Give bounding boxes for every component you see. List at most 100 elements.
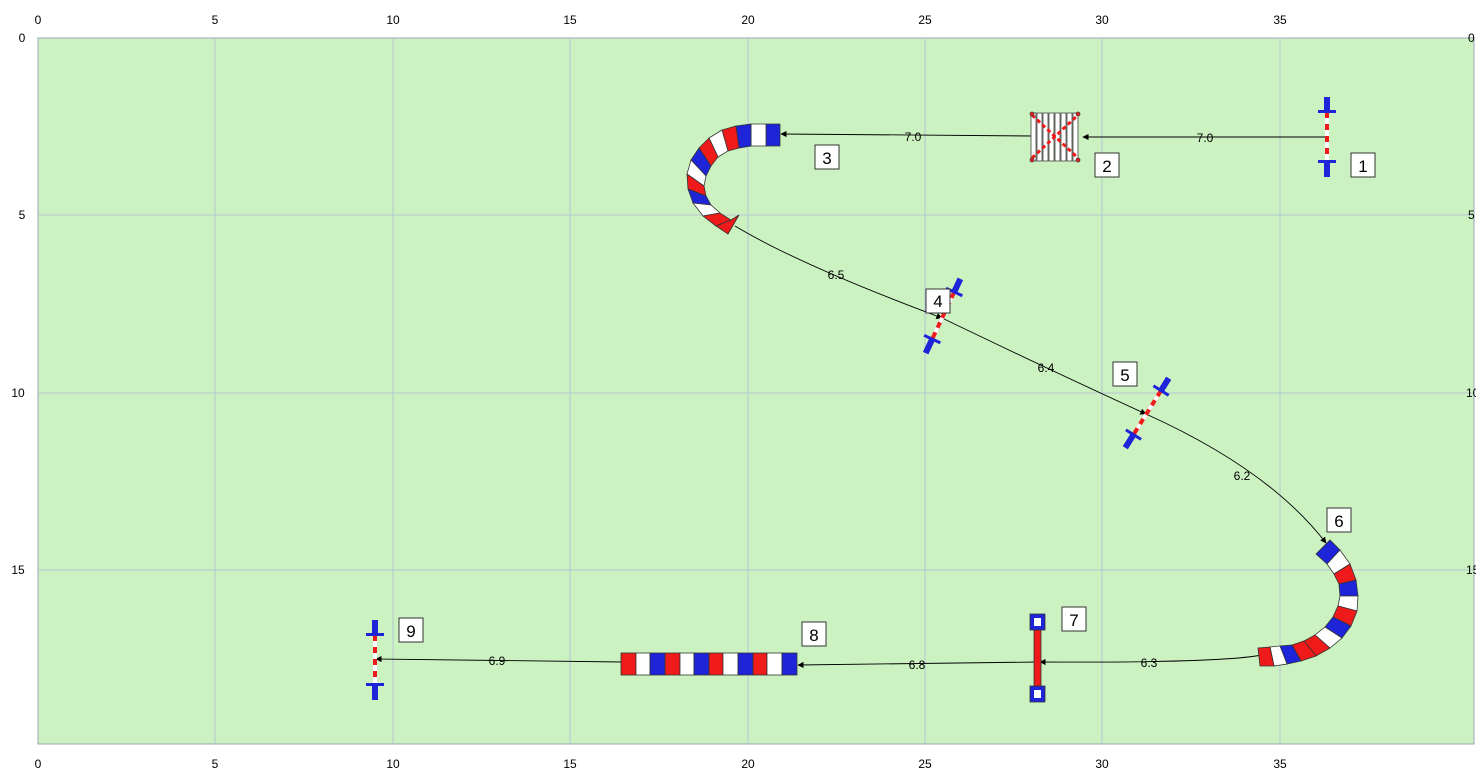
obstacle-5-foot-top <box>1152 384 1170 397</box>
obstacle-5-stand-top <box>1158 376 1172 393</box>
obstacle-1-stand-bottom <box>1324 162 1330 177</box>
obstacle-number-3: 3 <box>814 144 840 170</box>
obstacle-number-9: 9 <box>398 617 424 643</box>
obstacle-2-corner-tl <box>1029 111 1035 117</box>
tick-label-top-20: 20 <box>741 13 755 27</box>
obstacle-2-rail-2 <box>1036 112 1043 162</box>
obstacle-number-6: 6 <box>1326 507 1352 533</box>
obstacle-9-bar-stripe <box>373 653 377 659</box>
distance-labels: 7.0 7.0 6.5 6.4 6.2 6.3 6.8 6.9 <box>489 130 1251 672</box>
obstacle-4-stand-top <box>951 277 964 294</box>
distance-label-4-5: 6.4 <box>1038 361 1055 375</box>
tick-label-right-15: 15 <box>1466 563 1476 577</box>
distance-label-1-2: 7.0 <box>1197 131 1214 145</box>
tick-label-top-25: 25 <box>918 13 932 27</box>
tick-label-right-5: 5 <box>1468 208 1475 222</box>
obstacle-8-block <box>649 652 666 676</box>
obstacle-8-block <box>752 652 768 676</box>
obstacle-7-wing-top-center <box>1034 618 1041 626</box>
tick-label-top-30: 30 <box>1095 13 1109 27</box>
obstacle-3-block <box>765 123 781 147</box>
obstacle-8-block <box>620 652 637 676</box>
tick-label-left-15: 15 <box>11 563 25 577</box>
obstacle-8-block <box>708 652 724 676</box>
tick-label-top-10: 10 <box>386 13 400 27</box>
obstacle-number-7: 7 <box>1061 606 1087 632</box>
obstacle-number-3-box <box>814 144 840 170</box>
tick-label-bottom-10: 10 <box>386 757 400 771</box>
obstacle-9-bar <box>373 635 377 685</box>
obstacle-number-1-text: 1 <box>1358 157 1367 176</box>
distance-label-8-9: 6.9 <box>489 654 506 668</box>
tick-label-bottom-0: 0 <box>35 757 42 771</box>
tick-label-left-0: 0 <box>19 31 26 45</box>
tick-label-right-10: 10 <box>1466 386 1476 400</box>
obstacle-2-corner-tr <box>1075 111 1081 117</box>
obstacle-number-5-box <box>1112 361 1138 387</box>
obstacle-5-stand-bottom <box>1122 433 1136 450</box>
obstacle-9-stand-top <box>372 620 378 635</box>
obstacle-number-labels: 1 2 3 4 5 6 7 8 <box>398 144 1376 647</box>
obstacle-number-1: 1 <box>1350 152 1376 178</box>
tick-label-bottom-20: 20 <box>741 757 755 771</box>
top-axis-labels: 0 5 10 15 20 25 30 35 <box>35 13 1287 27</box>
obstacle-number-5-text: 5 <box>1120 366 1129 385</box>
obstacle-8-block <box>737 652 754 676</box>
obstacle-1-foot-bottom <box>1318 160 1336 163</box>
obstacle-number-7-text: 7 <box>1069 611 1078 630</box>
obstacle-number-4-text: 4 <box>933 292 942 311</box>
obstacle-number-1-box <box>1350 152 1376 178</box>
distance-label-6-7: 6.3 <box>1141 656 1158 670</box>
track-3-to-4 <box>734 225 943 319</box>
obstacle-number-6-box <box>1326 507 1352 533</box>
obstacle-8-block <box>635 652 651 676</box>
tick-label-bottom-30: 30 <box>1095 757 1109 771</box>
tick-label-bottom-35: 35 <box>1273 757 1287 771</box>
obstacle-number-4: 4 <box>925 288 951 314</box>
distance-label-7-8: 6.8 <box>909 658 926 672</box>
obstacle-4-foot-bottom <box>923 333 942 345</box>
obstacle-9-foot-top <box>366 633 384 636</box>
obstacle-2-cross-2 <box>1030 113 1080 160</box>
obstacle-8-block <box>693 652 710 676</box>
obstacle-9-bar-stripe <box>373 665 377 671</box>
track-4-to-5 <box>941 317 1147 415</box>
distance-label-3-4: 6.5 <box>828 268 845 282</box>
obstacle-1-stand-top <box>1324 97 1330 112</box>
obstacle-5-foot-bottom <box>1125 428 1142 441</box>
track-7-to-8 <box>797 661 1039 669</box>
obstacle-number-8-text: 8 <box>809 626 818 645</box>
obstacle-1-bar <box>1325 112 1329 162</box>
obstacle-1-bar-stripe-4 <box>1325 154 1329 160</box>
track-lines <box>375 130 1327 669</box>
obstacle-number-7-box <box>1061 606 1087 632</box>
obstacle-3-curved-wall <box>686 123 781 235</box>
obstacle-2-rail-1 <box>1030 112 1037 162</box>
tick-label-right-0: 0 <box>1468 31 1475 45</box>
obstacle-8-block <box>722 652 739 676</box>
obstacle-6-block <box>1257 646 1275 667</box>
obstacle-2-rail-8 <box>1072 112 1079 162</box>
distance-label-2-3: 7.0 <box>905 130 922 144</box>
obstacle-number-6-text: 6 <box>1334 512 1343 531</box>
obstacle-4-bar-stripe <box>938 316 944 324</box>
obstacle-9-upright <box>366 620 384 700</box>
obstacle-2-rail-6 <box>1060 112 1067 162</box>
obstacle-1-bar-stripe-2 <box>1325 130 1329 136</box>
arena-field <box>37 37 1475 745</box>
tick-label-bottom-5: 5 <box>212 757 219 771</box>
tick-label-top-35: 35 <box>1273 13 1287 27</box>
obstacle-7-upright <box>1029 613 1046 703</box>
obstacle-2-corner-bl <box>1029 157 1035 163</box>
obstacle-9-bar-stripe <box>373 677 377 683</box>
obstacle-9-stand-bottom <box>372 685 378 700</box>
obstacle-8-block <box>766 652 783 676</box>
obstacle-8-block <box>781 652 798 676</box>
obstacle-1-upright <box>1318 97 1336 177</box>
obstacle-9-bar-stripe <box>373 641 377 647</box>
obstacle-number-2-text: 2 <box>1102 157 1111 176</box>
obstacle-8-wall <box>620 652 798 676</box>
obstacle-4-stand-bottom <box>922 338 935 355</box>
obstacle-7-bar <box>1033 629 1042 687</box>
